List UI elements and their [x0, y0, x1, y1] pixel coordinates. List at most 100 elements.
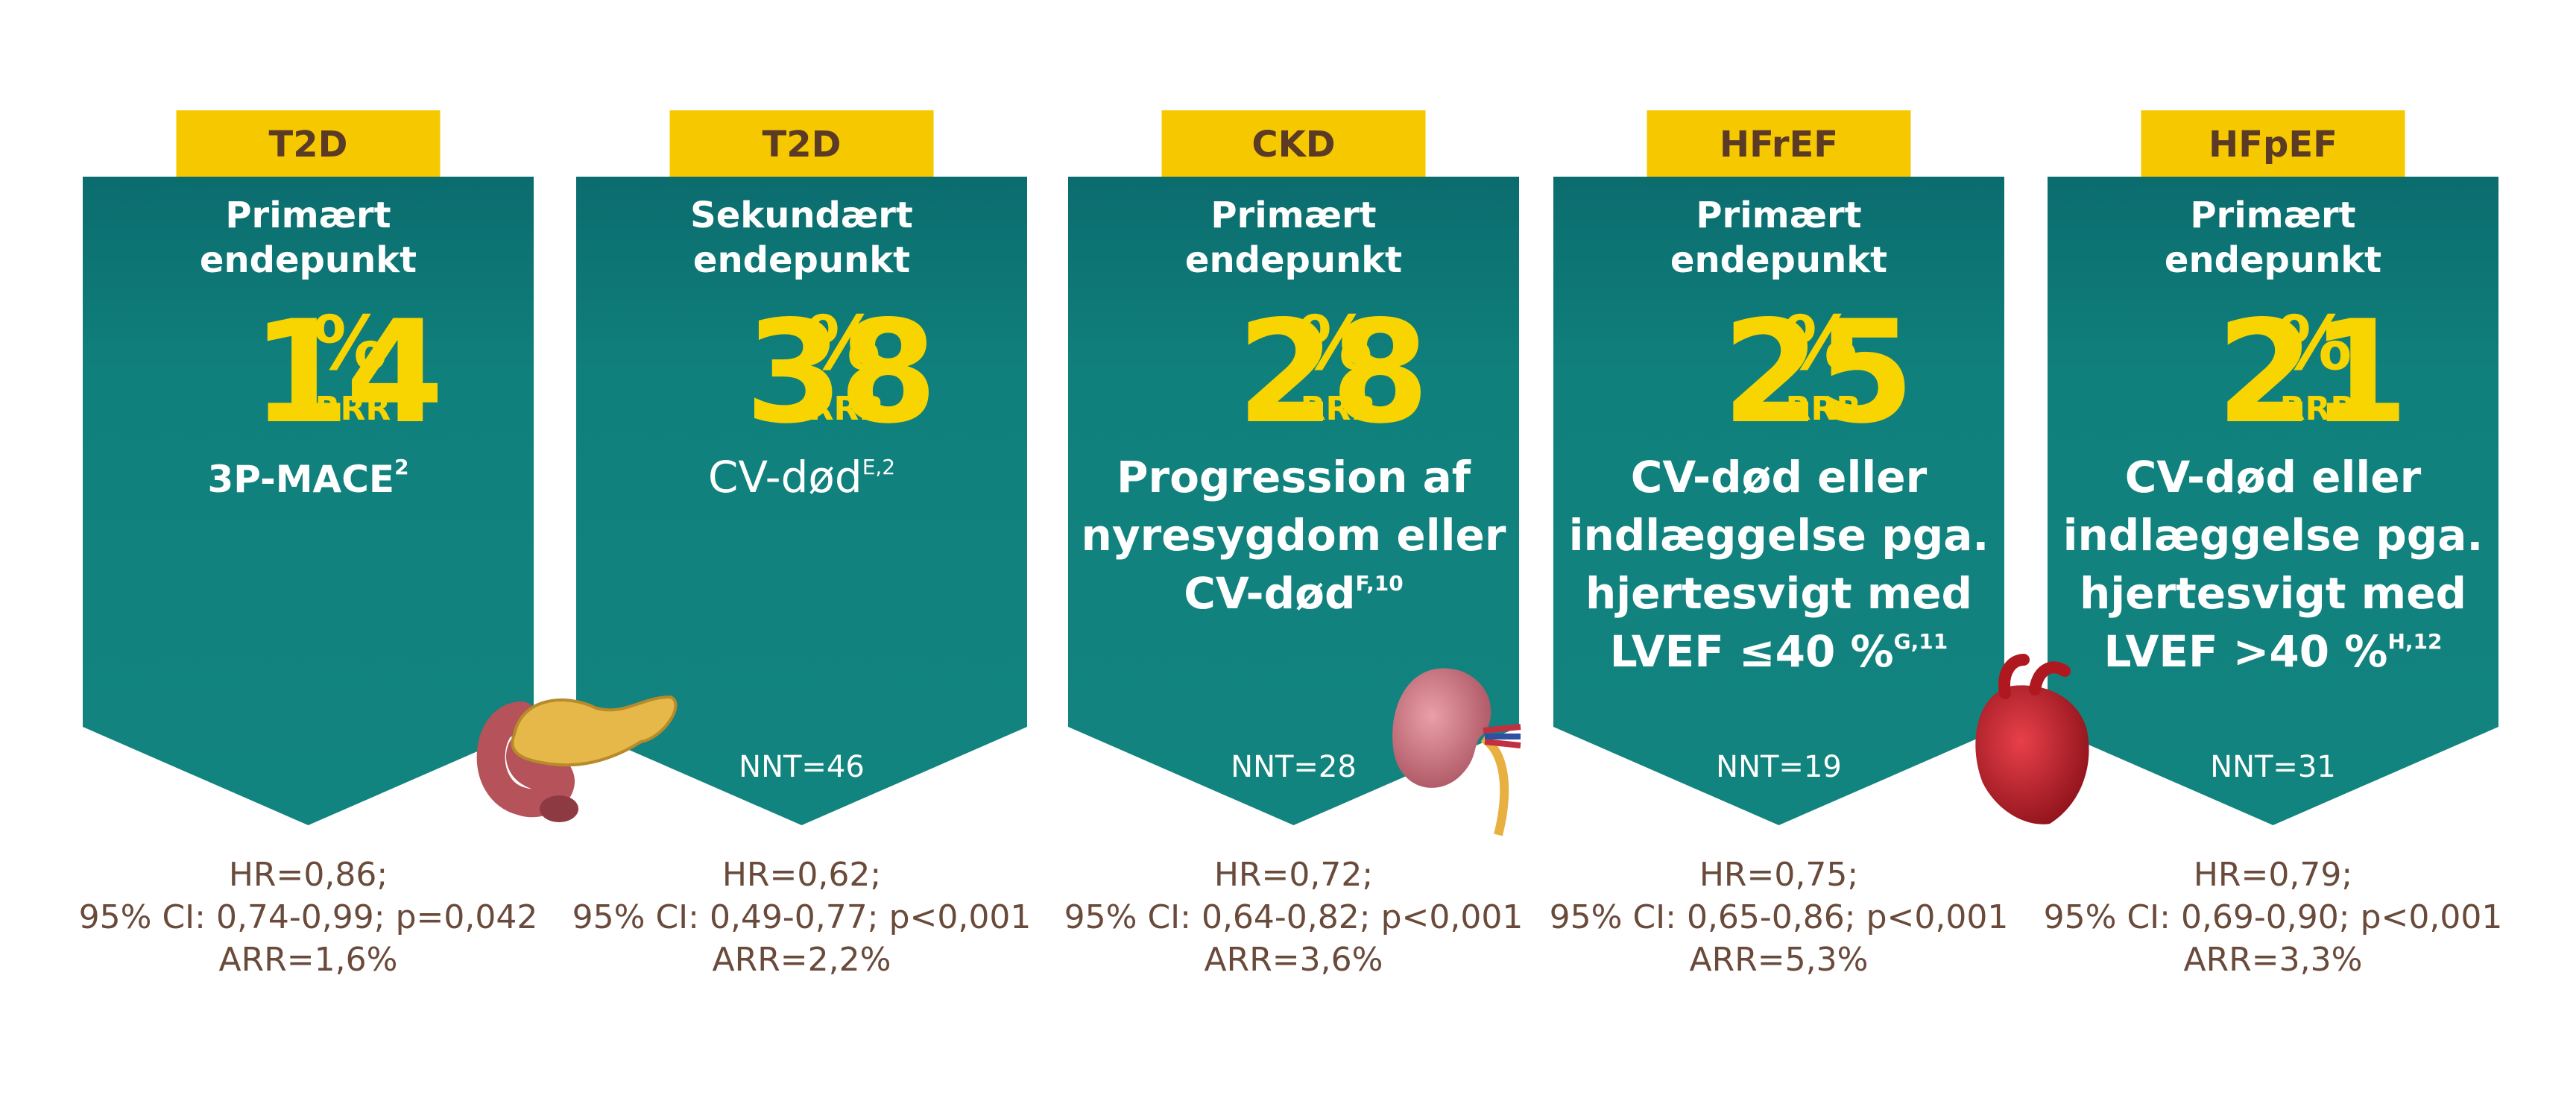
value: 14 — [251, 290, 439, 455]
endpoint: Sekundært — [690, 195, 913, 236]
outcome-line: Progression af — [1117, 452, 1471, 502]
heart-icon — [1975, 654, 2089, 824]
unit: % — [2277, 300, 2352, 387]
tag-box — [1647, 110, 1911, 177]
stat-line: HR=0,72; — [1214, 856, 1373, 894]
outcome: LVEF ≤40 %G,11 — [1610, 626, 1948, 677]
outcome-line: 3P-MACE — [207, 458, 394, 501]
outcome-line: indlæggelse pga. — [1569, 510, 1989, 561]
endpoint: Primært — [225, 195, 391, 236]
outcome-line: nyresygdom eller — [1082, 510, 1506, 561]
outcome-line: CV-død — [1184, 568, 1355, 619]
stat-line: HR=0,86; — [229, 856, 388, 894]
tag: HFrEF — [1720, 124, 1838, 165]
measure: RRR — [809, 390, 885, 428]
unit: % — [1783, 300, 1857, 387]
superscript: E,2 — [862, 455, 895, 479]
outcome: CV-dødE,2 — [708, 452, 895, 502]
tag: HFpEF — [2209, 124, 2337, 165]
outcome-line: CV-død eller — [2125, 452, 2422, 502]
stat-line: ARR=2,2% — [713, 941, 891, 979]
pancreas-icon — [476, 695, 678, 822]
unit: % — [1298, 300, 1372, 387]
outcome: indlæggelse pga. — [2063, 510, 2484, 561]
stat-line: ARR=3,6% — [1205, 941, 1383, 979]
outcome-line: hjertesvigt med — [1585, 568, 1972, 619]
outcome: 3P-MACE2 — [207, 455, 408, 501]
superscript: F,10 — [1355, 571, 1403, 596]
outcome: nyresygdom eller — [1082, 510, 1506, 561]
card-shape — [1553, 177, 2004, 825]
tag: CKD — [1251, 124, 1335, 165]
endpoint: endepunkt — [693, 239, 910, 281]
kidney-icon — [1392, 668, 1521, 836]
endpoint: Primært — [1210, 195, 1376, 236]
tag-box — [176, 110, 441, 177]
stat-line: HR=0,79; — [2194, 856, 2352, 894]
stat-line: HR=0,62; — [722, 856, 881, 894]
value: 25 — [1722, 290, 1910, 455]
outcome-line: hjertesvigt med — [2080, 568, 2466, 619]
outcome: LVEF >40 %H,12 — [2104, 626, 2443, 677]
outcome: CV-død eller — [1631, 452, 1928, 502]
cards: T2DPrimærtendepunkt14%RRR3P-MACE2HR=0,86… — [79, 110, 2503, 979]
stat-line: 95% CI: 0,65-0,86; p<0,001 — [1550, 898, 2009, 936]
superscript: H,12 — [2387, 629, 2442, 654]
card-shape — [2048, 177, 2498, 825]
endpoint: endepunkt — [2165, 239, 2381, 281]
endpoint: endepunkt — [200, 239, 417, 281]
stat-line: ARR=5,3% — [1690, 941, 1869, 979]
outcome-line: LVEF >40 % — [2104, 626, 2388, 677]
stat-line: ARR=1,6% — [219, 941, 398, 979]
nnt: NNT=28 — [1231, 750, 1357, 784]
stat-line: 95% CI: 0,69-0,90; p<0,001 — [2044, 898, 2503, 936]
value: 21 — [2216, 290, 2404, 455]
measure: RRR — [315, 390, 391, 428]
measure: RRR — [2280, 390, 2356, 428]
endpoint: Primært — [2190, 195, 2355, 236]
outcome: hjertesvigt med — [1585, 568, 1972, 619]
tag-box — [669, 110, 934, 177]
stat-line: ARR=3,3% — [2184, 941, 2363, 979]
stat-line: 95% CI: 0,49-0,77; p<0,001 — [572, 898, 1032, 936]
outcome-line: CV-død eller — [1631, 452, 1928, 502]
superscript: 2 — [394, 455, 408, 479]
superscript: G,11 — [1894, 629, 1948, 654]
outcome: CV-dødF,10 — [1184, 568, 1403, 619]
unit: % — [312, 300, 387, 387]
endpoint: endepunkt — [1670, 239, 1887, 281]
outcome: CV-død eller — [2125, 452, 2422, 502]
nnt: NNT=19 — [1716, 750, 1842, 784]
tag-box — [1161, 110, 1426, 177]
card-shape — [1068, 177, 1519, 825]
measure: RRR — [1301, 390, 1377, 428]
outcome-line: LVEF ≤40 % — [1610, 626, 1894, 677]
tag-box — [2141, 110, 2405, 177]
stat-line: HR=0,75; — [1699, 856, 1858, 894]
tag: T2D — [269, 124, 348, 165]
measure: RRR — [1786, 390, 1862, 428]
stat-line: 95% CI: 0,64-0,82; p<0,001 — [1064, 898, 1524, 936]
outcome: hjertesvigt med — [2080, 568, 2466, 619]
endpoint: endepunkt — [1185, 239, 1402, 281]
illustrations — [476, 654, 2089, 836]
value: 28 — [1237, 290, 1424, 455]
outcome: Progression af — [1117, 452, 1471, 502]
endpoint: Primært — [1696, 195, 1861, 236]
card-shape — [576, 177, 1027, 825]
tag: T2D — [763, 124, 842, 165]
value: 38 — [745, 290, 932, 455]
outcome-line: indlæggelse pga. — [2063, 510, 2484, 561]
outcome: indlæggelse pga. — [1569, 510, 1989, 561]
nnt: NNT=46 — [739, 750, 865, 784]
stat-line: 95% CI: 0,74-0,99; p=0,042 — [79, 898, 538, 936]
nnt: NNT=31 — [2210, 750, 2336, 784]
unit: % — [806, 300, 880, 387]
outcome-line: CV-død — [708, 452, 862, 502]
